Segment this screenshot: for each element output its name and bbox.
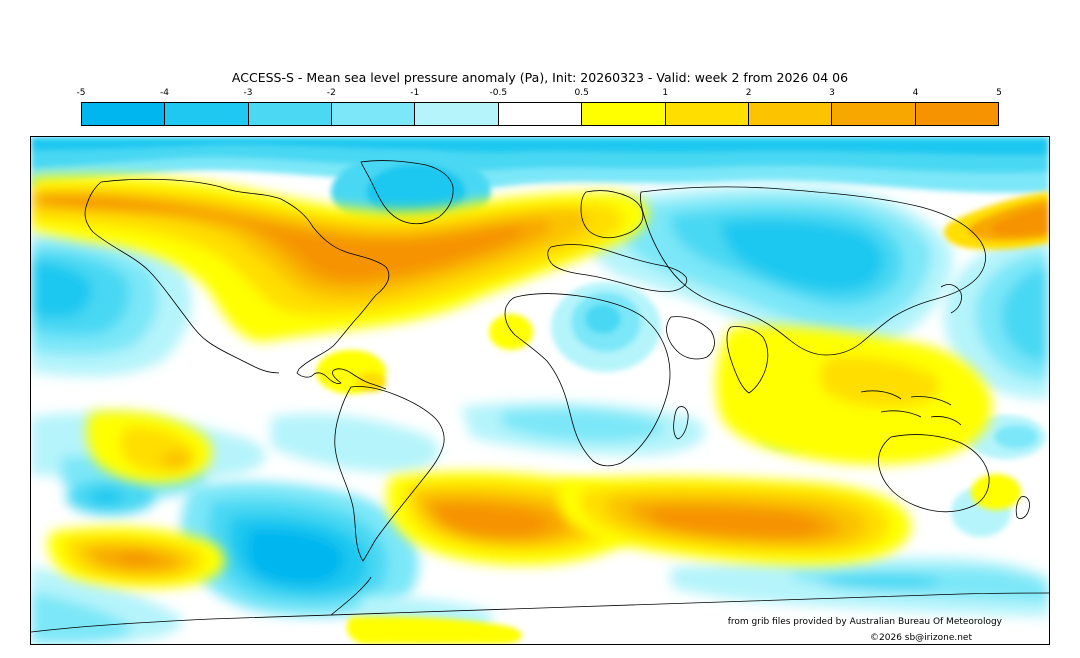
colorbar-swatch xyxy=(665,103,749,125)
colorbar-tick-label: -5 xyxy=(76,88,86,98)
colorbar-swatch xyxy=(748,103,833,125)
coastlines xyxy=(31,160,1049,633)
colorbar-tick-label: 5 xyxy=(996,88,1002,98)
colorbar-swatch xyxy=(498,103,583,125)
colorbar-tick-label: -1 xyxy=(410,88,420,98)
copyright-notice: ©2026 sb@irizone.net xyxy=(870,633,972,643)
colorbar-swatch xyxy=(248,103,333,125)
colorbar-tick-label: -3 xyxy=(243,88,253,98)
colorbar-tick-labels: -5 -4 -3 -2 -1 -0.5 0.5 1 2 3 4 5 xyxy=(77,88,1002,100)
colorbar xyxy=(81,102,999,126)
colorbar-swatch xyxy=(332,103,416,125)
colorbar-tick-label: 1 xyxy=(662,88,669,98)
colorbar-tick-label: 2 xyxy=(745,88,752,98)
map-title: ACCESS-S - Mean sea level pressure anoma… xyxy=(231,70,849,85)
data-source-credit: from grib files provided by Australian B… xyxy=(727,617,1002,627)
colorbar-tick-label: 4 xyxy=(912,88,919,98)
colorbar-tick-label: -4 xyxy=(160,88,169,98)
colorbar-swatch xyxy=(832,103,916,125)
negative-anomaly-regions xyxy=(31,137,1049,644)
colorbar-tick-label: 3 xyxy=(829,88,835,98)
positive-anomaly-regions xyxy=(31,175,1049,644)
colorbar-tick-label: -0.5 xyxy=(489,88,508,98)
colorbar-swatch xyxy=(165,103,249,125)
colorbar-swatch xyxy=(415,103,499,125)
colorbar-swatch xyxy=(82,103,166,125)
colorbar-swatch xyxy=(915,103,998,125)
colorbar-tick-label: 0.5 xyxy=(574,88,589,98)
anomaly-map-canvas xyxy=(31,137,1049,644)
colorbar-tick-label: -2 xyxy=(326,88,336,98)
colorbar-swatch xyxy=(582,103,666,125)
anomaly-map xyxy=(30,136,1050,645)
